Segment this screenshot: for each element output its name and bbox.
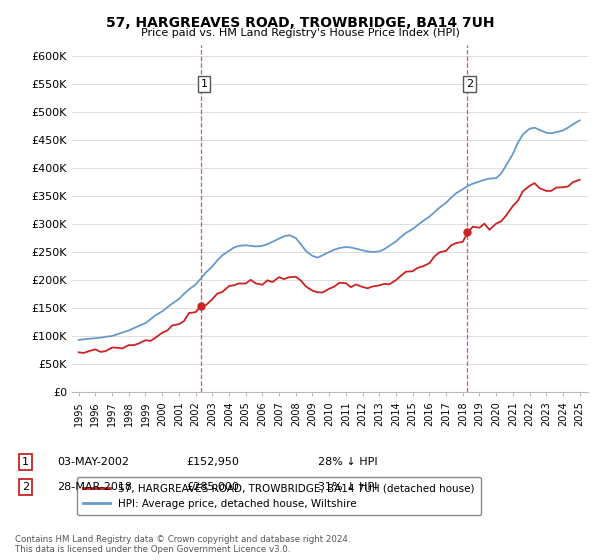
Legend: 57, HARGREAVES ROAD, TROWBRIDGE, BA14 7UH (detached house), HPI: Average price, : 57, HARGREAVES ROAD, TROWBRIDGE, BA14 7U… [77, 477, 481, 515]
Text: 1: 1 [200, 79, 208, 89]
Text: Contains HM Land Registry data © Crown copyright and database right 2024.
This d: Contains HM Land Registry data © Crown c… [15, 535, 350, 554]
Text: 31% ↓ HPI: 31% ↓ HPI [318, 482, 377, 492]
Text: 2: 2 [466, 79, 473, 89]
Text: 57, HARGREAVES ROAD, TROWBRIDGE, BA14 7UH: 57, HARGREAVES ROAD, TROWBRIDGE, BA14 7U… [106, 16, 494, 30]
Text: 28-MAR-2018: 28-MAR-2018 [57, 482, 132, 492]
Text: 03-MAY-2002: 03-MAY-2002 [57, 457, 129, 467]
Text: 2: 2 [22, 482, 29, 492]
Text: 1: 1 [22, 457, 29, 467]
Text: £152,950: £152,950 [186, 457, 239, 467]
Text: £285,000: £285,000 [186, 482, 239, 492]
Text: 28% ↓ HPI: 28% ↓ HPI [318, 457, 377, 467]
Text: Price paid vs. HM Land Registry's House Price Index (HPI): Price paid vs. HM Land Registry's House … [140, 28, 460, 38]
